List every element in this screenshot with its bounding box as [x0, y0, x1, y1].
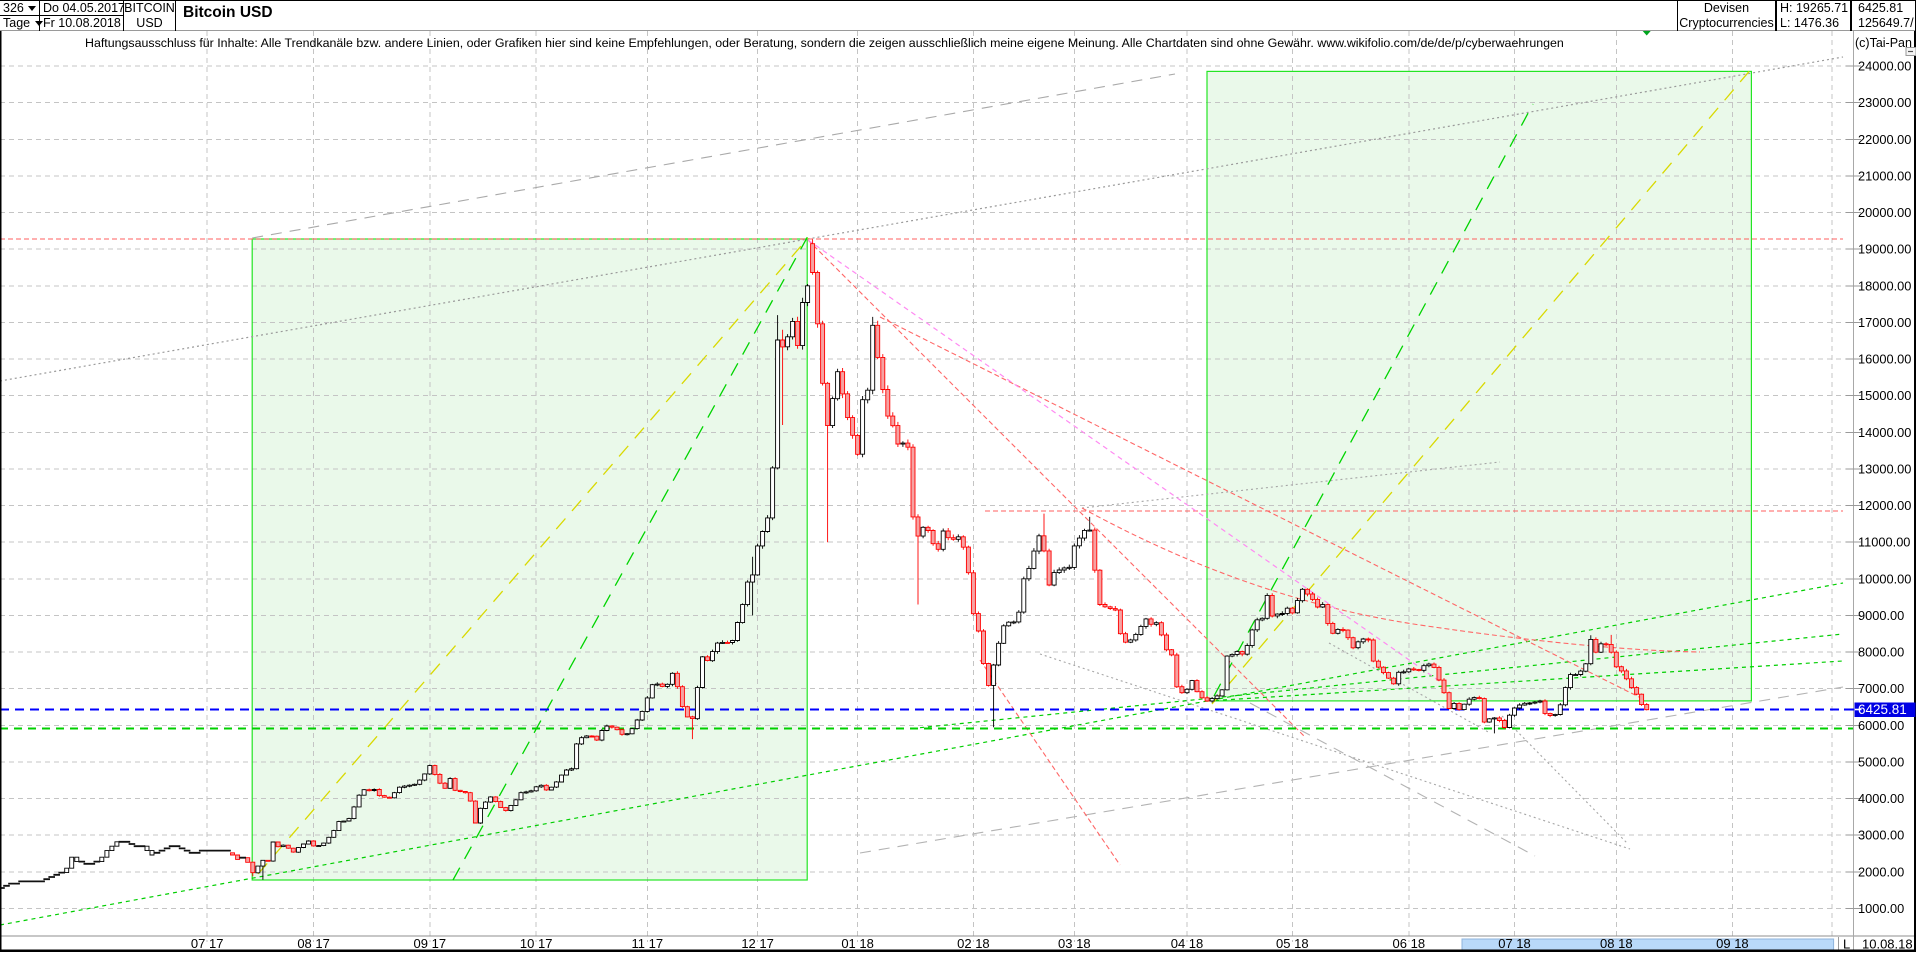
- svg-text:01 18: 01 18: [841, 936, 874, 951]
- svg-text:04 18: 04 18: [1171, 936, 1204, 951]
- svg-text:4000.00: 4000.00: [1858, 791, 1904, 806]
- svg-text:10 17: 10 17: [520, 936, 553, 951]
- svg-text:Haftungsausschluss für Inhalte: Haftungsausschluss für Inhalte: Alle Tre…: [85, 36, 1564, 50]
- svg-text:10000.00: 10000.00: [1858, 571, 1911, 586]
- svg-text:24000.00: 24000.00: [1858, 59, 1911, 74]
- svg-text:18000.00: 18000.00: [1858, 278, 1911, 293]
- svg-text:10.08.18: 10.08.18: [1862, 937, 1913, 952]
- svg-text:07 18: 07 18: [1498, 936, 1531, 951]
- svg-text:23000.00: 23000.00: [1858, 95, 1911, 110]
- svg-text:19000.00: 19000.00: [1858, 242, 1911, 257]
- svg-text:L: L: [1843, 937, 1850, 952]
- svg-text:09 17: 09 17: [414, 936, 447, 951]
- svg-text:08 18: 08 18: [1600, 936, 1633, 951]
- svg-text:6425.81: 6425.81: [1858, 702, 1907, 717]
- svg-text:1000.00: 1000.00: [1858, 901, 1904, 916]
- svg-text:(c)Tai-Pan: (c)Tai-Pan: [1855, 36, 1912, 50]
- svg-text:2000.00: 2000.00: [1858, 864, 1904, 879]
- svg-text:11 17: 11 17: [632, 936, 664, 951]
- svg-text:05 18: 05 18: [1276, 936, 1309, 951]
- svg-text:7000.00: 7000.00: [1858, 681, 1904, 696]
- svg-text:8000.00: 8000.00: [1858, 645, 1904, 660]
- svg-text:9000.00: 9000.00: [1858, 608, 1904, 623]
- svg-text:17000.00: 17000.00: [1858, 315, 1911, 330]
- svg-text:20000.00: 20000.00: [1858, 205, 1911, 220]
- svg-text:6000.00: 6000.00: [1858, 718, 1904, 733]
- svg-text:14000.00: 14000.00: [1858, 425, 1911, 440]
- svg-text:15000.00: 15000.00: [1858, 388, 1911, 403]
- svg-text:06 18: 06 18: [1393, 936, 1426, 951]
- svg-text:3000.00: 3000.00: [1858, 828, 1904, 843]
- svg-text:03 18: 03 18: [1058, 936, 1091, 951]
- svg-text:21000.00: 21000.00: [1858, 168, 1911, 183]
- svg-text:11000.00: 11000.00: [1858, 535, 1910, 550]
- svg-text:5000.00: 5000.00: [1858, 755, 1904, 770]
- svg-text:16000.00: 16000.00: [1858, 352, 1911, 367]
- svg-text:07 17: 07 17: [191, 936, 224, 951]
- svg-text:09 18: 09 18: [1716, 936, 1749, 951]
- svg-text:12 17: 12 17: [741, 936, 774, 951]
- svg-text:22000.00: 22000.00: [1858, 132, 1911, 147]
- svg-text:02 18: 02 18: [957, 936, 990, 951]
- svg-text:12000.00: 12000.00: [1858, 498, 1911, 513]
- svg-text:13000.00: 13000.00: [1858, 461, 1911, 476]
- svg-text:08 17: 08 17: [297, 936, 330, 951]
